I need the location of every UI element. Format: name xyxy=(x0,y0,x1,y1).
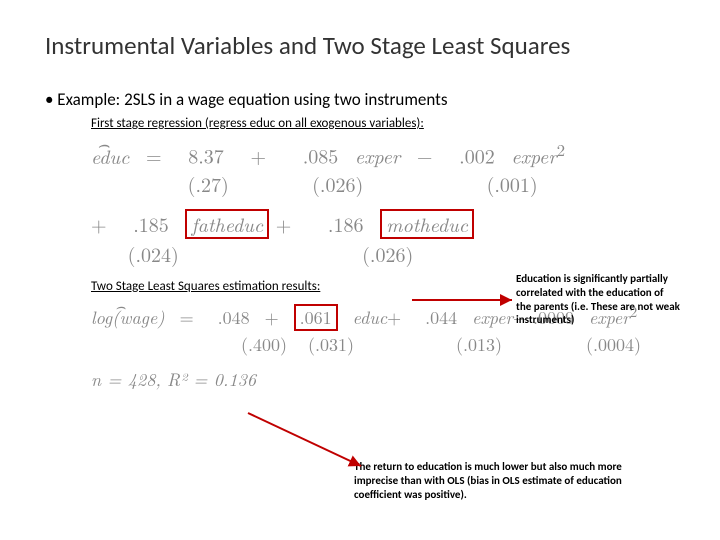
annotation-return: The return to education is much lower bu… xyxy=(354,460,634,501)
motheduc-box: motheduc xyxy=(380,209,474,239)
eq1-c0: 8.37 xyxy=(188,141,224,170)
eq1-se4: (.026) xyxy=(362,239,413,268)
example-bullet: • Example: 2SLS in a wage equation using… xyxy=(45,89,675,110)
eq1-c4: .186 xyxy=(328,209,364,238)
eq1-se2: (.001) xyxy=(487,169,538,198)
eq2-se1: (.031) xyxy=(308,332,354,357)
slide-title: Instrumental Variables and Two Stage Lea… xyxy=(45,30,675,61)
equation-first-stage: ⌢ educ = 8.37 + .085 exper − .002 exper2… xyxy=(91,139,675,267)
eq1-v2: exper xyxy=(511,141,556,170)
eq2-v2: exper xyxy=(472,305,513,330)
eq1-v2sup: 2 xyxy=(557,137,565,161)
eq1-c3: .185 xyxy=(133,209,169,238)
fatheduc-box: fatheduc xyxy=(185,209,269,239)
eq1-c1: .085 xyxy=(303,141,339,170)
eq2-v1: educ xyxy=(353,305,388,330)
annotation-parents: Education is significantly partially cor… xyxy=(516,272,681,327)
first-stage-heading: First stage regression (regress educ on … xyxy=(91,116,675,131)
eq2-c0: .048 xyxy=(218,305,250,330)
eq1-se3: (.024) xyxy=(128,239,179,268)
eq1-se1: (.026) xyxy=(312,169,363,198)
eq2-c2: .044 xyxy=(425,305,457,330)
eq2-lhs: log(wage) xyxy=(91,305,165,330)
educ-coef-box: .061 xyxy=(294,304,338,331)
eq1-v1: exper xyxy=(355,141,400,170)
eq2-se0: (.400) xyxy=(241,332,287,357)
eq2-c1: .061 xyxy=(300,305,332,330)
eq2-se3: (.0004) xyxy=(586,332,641,357)
eq1-se0: (.27) xyxy=(188,169,229,198)
eq2-se2: (.013) xyxy=(456,332,502,357)
stat-r2: R² = 0.136 xyxy=(167,367,256,392)
stat-n: n = 428, xyxy=(91,367,161,392)
eq1-c2: .002 xyxy=(459,141,495,170)
